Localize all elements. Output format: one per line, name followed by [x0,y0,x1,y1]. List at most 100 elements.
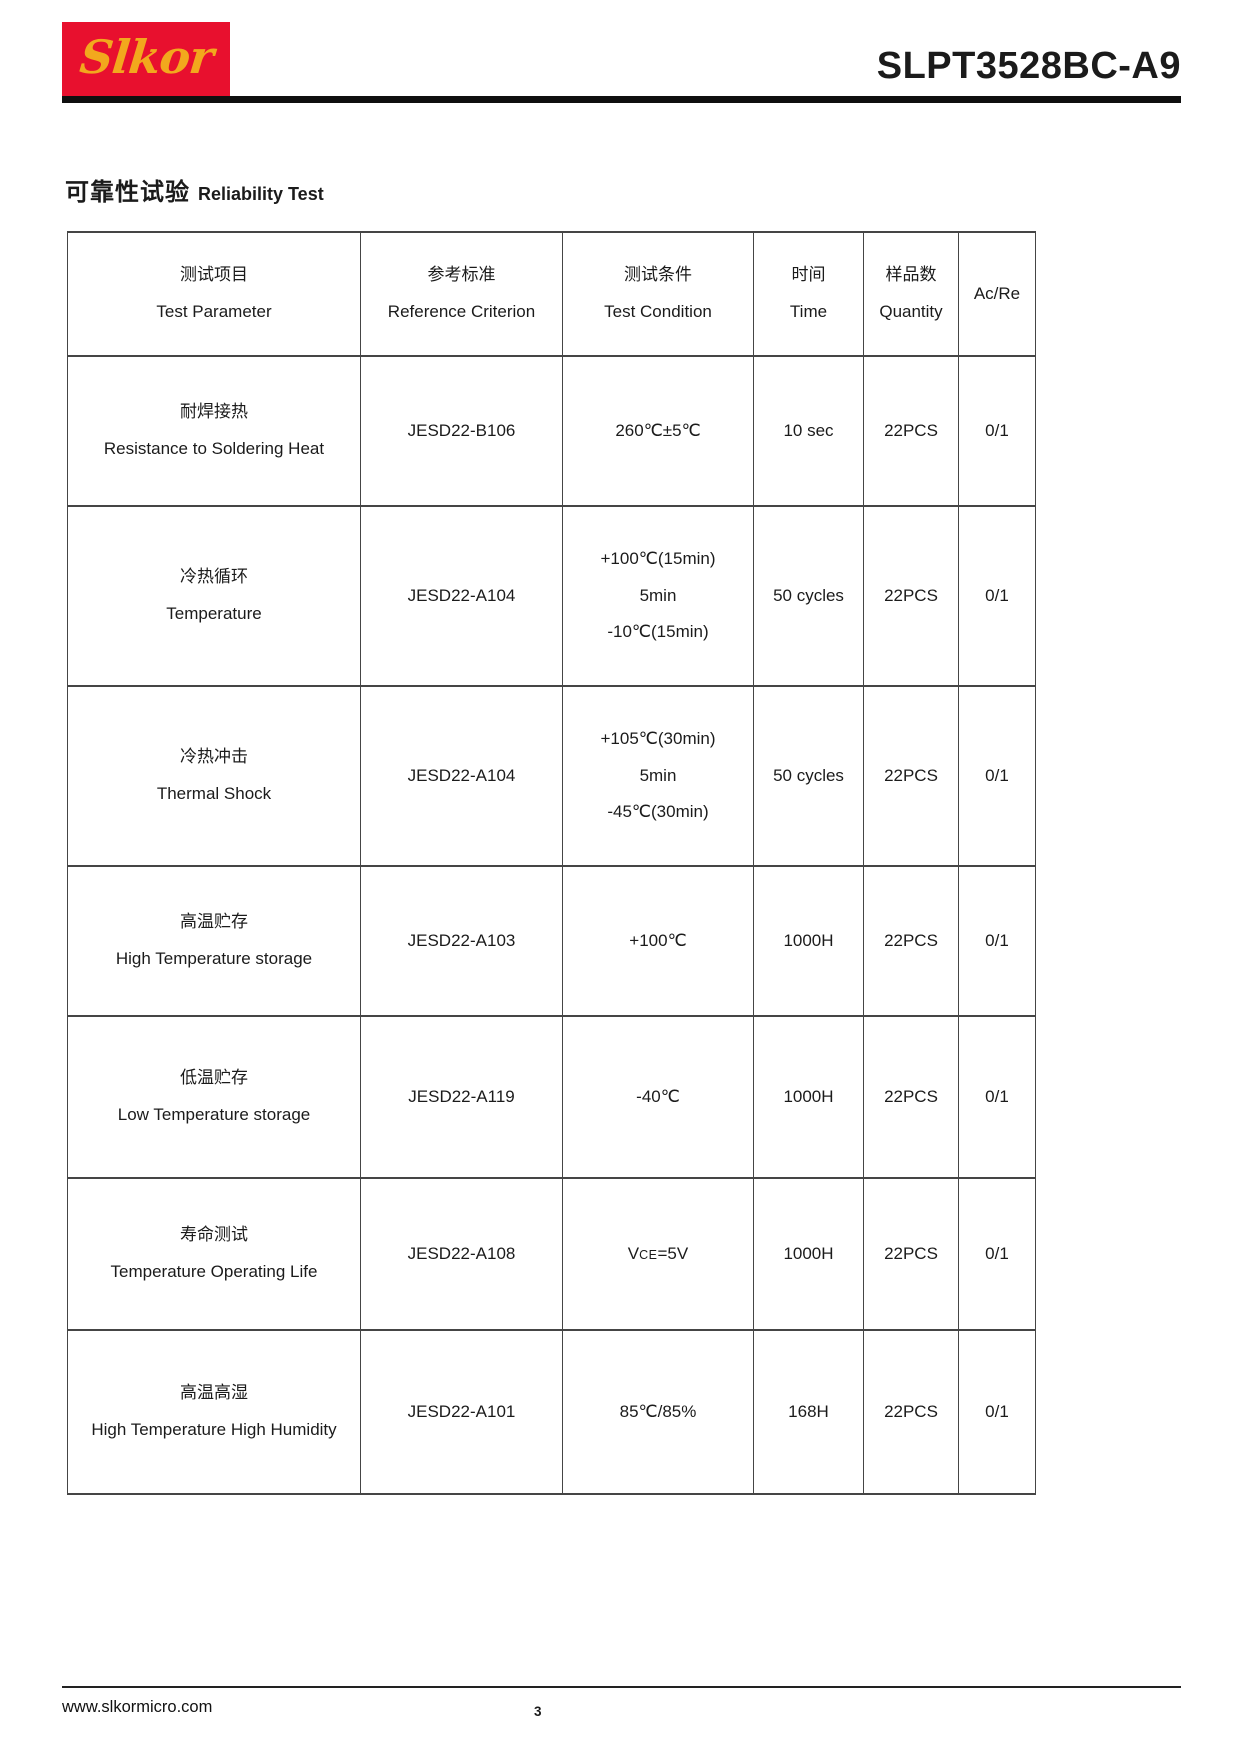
col-header-test-parameter: 测试项目 Test Parameter [67,231,361,357]
cell-test-condition: VCE=5V [562,1177,754,1331]
cell-test-condition: 260℃±5℃ [562,355,754,507]
cell-ac-re: 0/1 [958,685,1036,867]
header-en-line: Quantity [879,302,943,321]
reliability-test-table: 测试项目 Test Parameter 参考标准 Reference Crite… [67,231,1036,1495]
cell-test-parameter: 低温贮存 Low Temperature storage [67,1015,361,1179]
cell-test-parameter: 高温高湿 High Temperature High Humidity [67,1329,361,1495]
section-title-en: Reliability Test [198,184,324,204]
cell-quantity: 22PCS [863,1177,959,1331]
cell-test-parameter: 高温贮存 High Temperature storage [67,865,361,1017]
col-header-ac-re: Ac/Re [958,231,1036,357]
table-row-temperature-cycle: 冷热循环 Temperature JESD22-A104 +100℃(15min… [67,505,1036,687]
col-header-reference-criterion: 参考标准 Reference Criterion [360,231,563,357]
cell-ac-re: 0/1 [958,1329,1036,1495]
header-zh-line: 测试条件 [624,265,692,285]
cell-quantity: 22PCS [863,685,959,867]
condition-line: +105℃(30min) [600,729,716,749]
col-header-quantity: 样品数 Quantity [863,231,959,357]
cell-reference-criterion: JESD22-A104 [360,685,563,867]
cell-test-condition: +100℃ [562,865,754,1017]
condition-line: -45℃(30min) [607,802,709,822]
cell-reference-criterion: JESD22-A101 [360,1329,563,1495]
param-en-line: High Temperature High Humidity [91,1420,337,1439]
param-zh-line: 冷热冲击 [180,747,248,767]
param-en-line: Low Temperature storage [117,1105,311,1124]
condition-line: -10℃(15min) [607,622,709,642]
cell-test-condition: -40℃ [562,1015,754,1179]
cell-quantity: 22PCS [863,1329,959,1495]
param-zh-line: 高温贮存 [180,912,248,932]
param-zh-line: 耐焊接热 [180,402,248,422]
header-zh-line: 样品数 [885,265,937,285]
col-header-time: 时间 Time [753,231,864,357]
condition-line: 5min [639,765,677,785]
cell-test-condition: 85℃/85% [562,1329,754,1495]
cell-ac-re: 0/1 [958,865,1036,1017]
col-header-test-condition: 测试条件 Test Condition [562,231,754,357]
section-title: 可靠性试验 Reliability Test [65,172,324,207]
param-en-line: Thermal Shock [156,784,272,803]
header-zh-line: 测试项目 [180,265,248,285]
header-zh-line: 参考标准 [427,265,496,285]
cell-quantity: 22PCS [863,865,959,1017]
header-en-line: Test Parameter [156,302,272,321]
cell-test-parameter: 冷热循环 Temperature [67,505,361,687]
cell-time: 50 cycles [753,505,864,687]
table-row-low-temp-storage: 低温贮存 Low Temperature storage JESD22-A119… [67,1015,1036,1179]
table-row-high-temp-storage: 高温贮存 High Temperature storage JESD22-A10… [67,865,1036,1017]
header-zh-line: 时间 [791,265,826,285]
cell-reference-criterion: JESD22-A108 [360,1177,563,1331]
cell-ac-re: 0/1 [958,1177,1036,1331]
vce-subscript: CE [639,1247,658,1262]
page-footer: www.slkormicro.com 3 [62,1686,1181,1719]
cell-time: 1000H [753,865,864,1017]
cell-time: 10 sec [753,355,864,507]
cell-test-parameter: 寿命测试 Temperature Operating Life [67,1177,361,1331]
page-header: Slkor SLPT3528BC-A9 [62,0,1181,103]
cell-test-parameter: 耐焊接热 Resistance to Soldering Heat [67,355,361,507]
header-en-line: Time [789,302,828,321]
param-en-line: Temperature [166,604,262,623]
param-zh-line: 低温贮存 [180,1068,248,1088]
cell-test-condition: +100℃(15min) 5min -10℃(15min) [562,505,754,687]
cell-test-condition: +105℃(30min) 5min -45℃(30min) [562,685,754,867]
cell-ac-re: 0/1 [958,505,1036,687]
vce-value: =5V [657,1243,689,1263]
param-en-line: Resistance to Soldering Heat [103,439,325,458]
cell-ac-re: 0/1 [958,1015,1036,1179]
cell-reference-criterion: JESD22-B106 [360,355,563,507]
header-en-line: Reference Criterion [387,302,536,321]
cell-time: 1000H [753,1177,864,1331]
vce-symbol: V [627,1243,640,1263]
slkor-logo-text: Slkor [77,30,216,84]
condition-line: +100℃(15min) [600,549,716,569]
cell-reference-criterion: JESD22-A119 [360,1015,563,1179]
cell-time: 50 cycles [753,685,864,867]
param-zh-line: 寿命测试 [180,1225,248,1245]
page-number: 3 [534,1704,542,1719]
table-header-row: 测试项目 Test Parameter 参考标准 Reference Crite… [67,231,1036,357]
section-title-zh: 可靠性试验 [65,179,190,206]
part-number-title: SLPT3528BC-A9 [876,45,1181,87]
cell-quantity: 22PCS [863,355,959,507]
cell-quantity: 22PCS [863,505,959,687]
header-en-line: Test Condition [604,302,712,321]
condition-line: 5min [639,585,677,605]
param-en-line: High Temperature storage [115,949,313,968]
cell-time: 168H [753,1329,864,1495]
table-row-high-temp-humidity: 高温高湿 High Temperature High Humidity JESD… [67,1329,1036,1495]
header-line: Ac/Re [973,283,1021,303]
table-row-soldering-heat: 耐焊接热 Resistance to Soldering Heat JESD22… [67,355,1036,507]
slkor-logo: Slkor [62,22,230,96]
param-en-line: Temperature Operating Life [110,1262,318,1281]
cell-reference-criterion: JESD22-A104 [360,505,563,687]
cell-quantity: 22PCS [863,1015,959,1179]
cell-ac-re: 0/1 [958,355,1036,507]
table-row-thermal-shock: 冷热冲击 Thermal Shock JESD22-A104 +105℃(30m… [67,685,1036,867]
cell-test-parameter: 冷热冲击 Thermal Shock [67,685,361,867]
table-row-operating-life: 寿命测试 Temperature Operating Life JESD22-A… [67,1177,1036,1331]
cell-reference-criterion: JESD22-A103 [360,865,563,1017]
param-zh-line: 冷热循环 [180,567,248,587]
website-text: www.slkormicro.com [62,1698,213,1716]
